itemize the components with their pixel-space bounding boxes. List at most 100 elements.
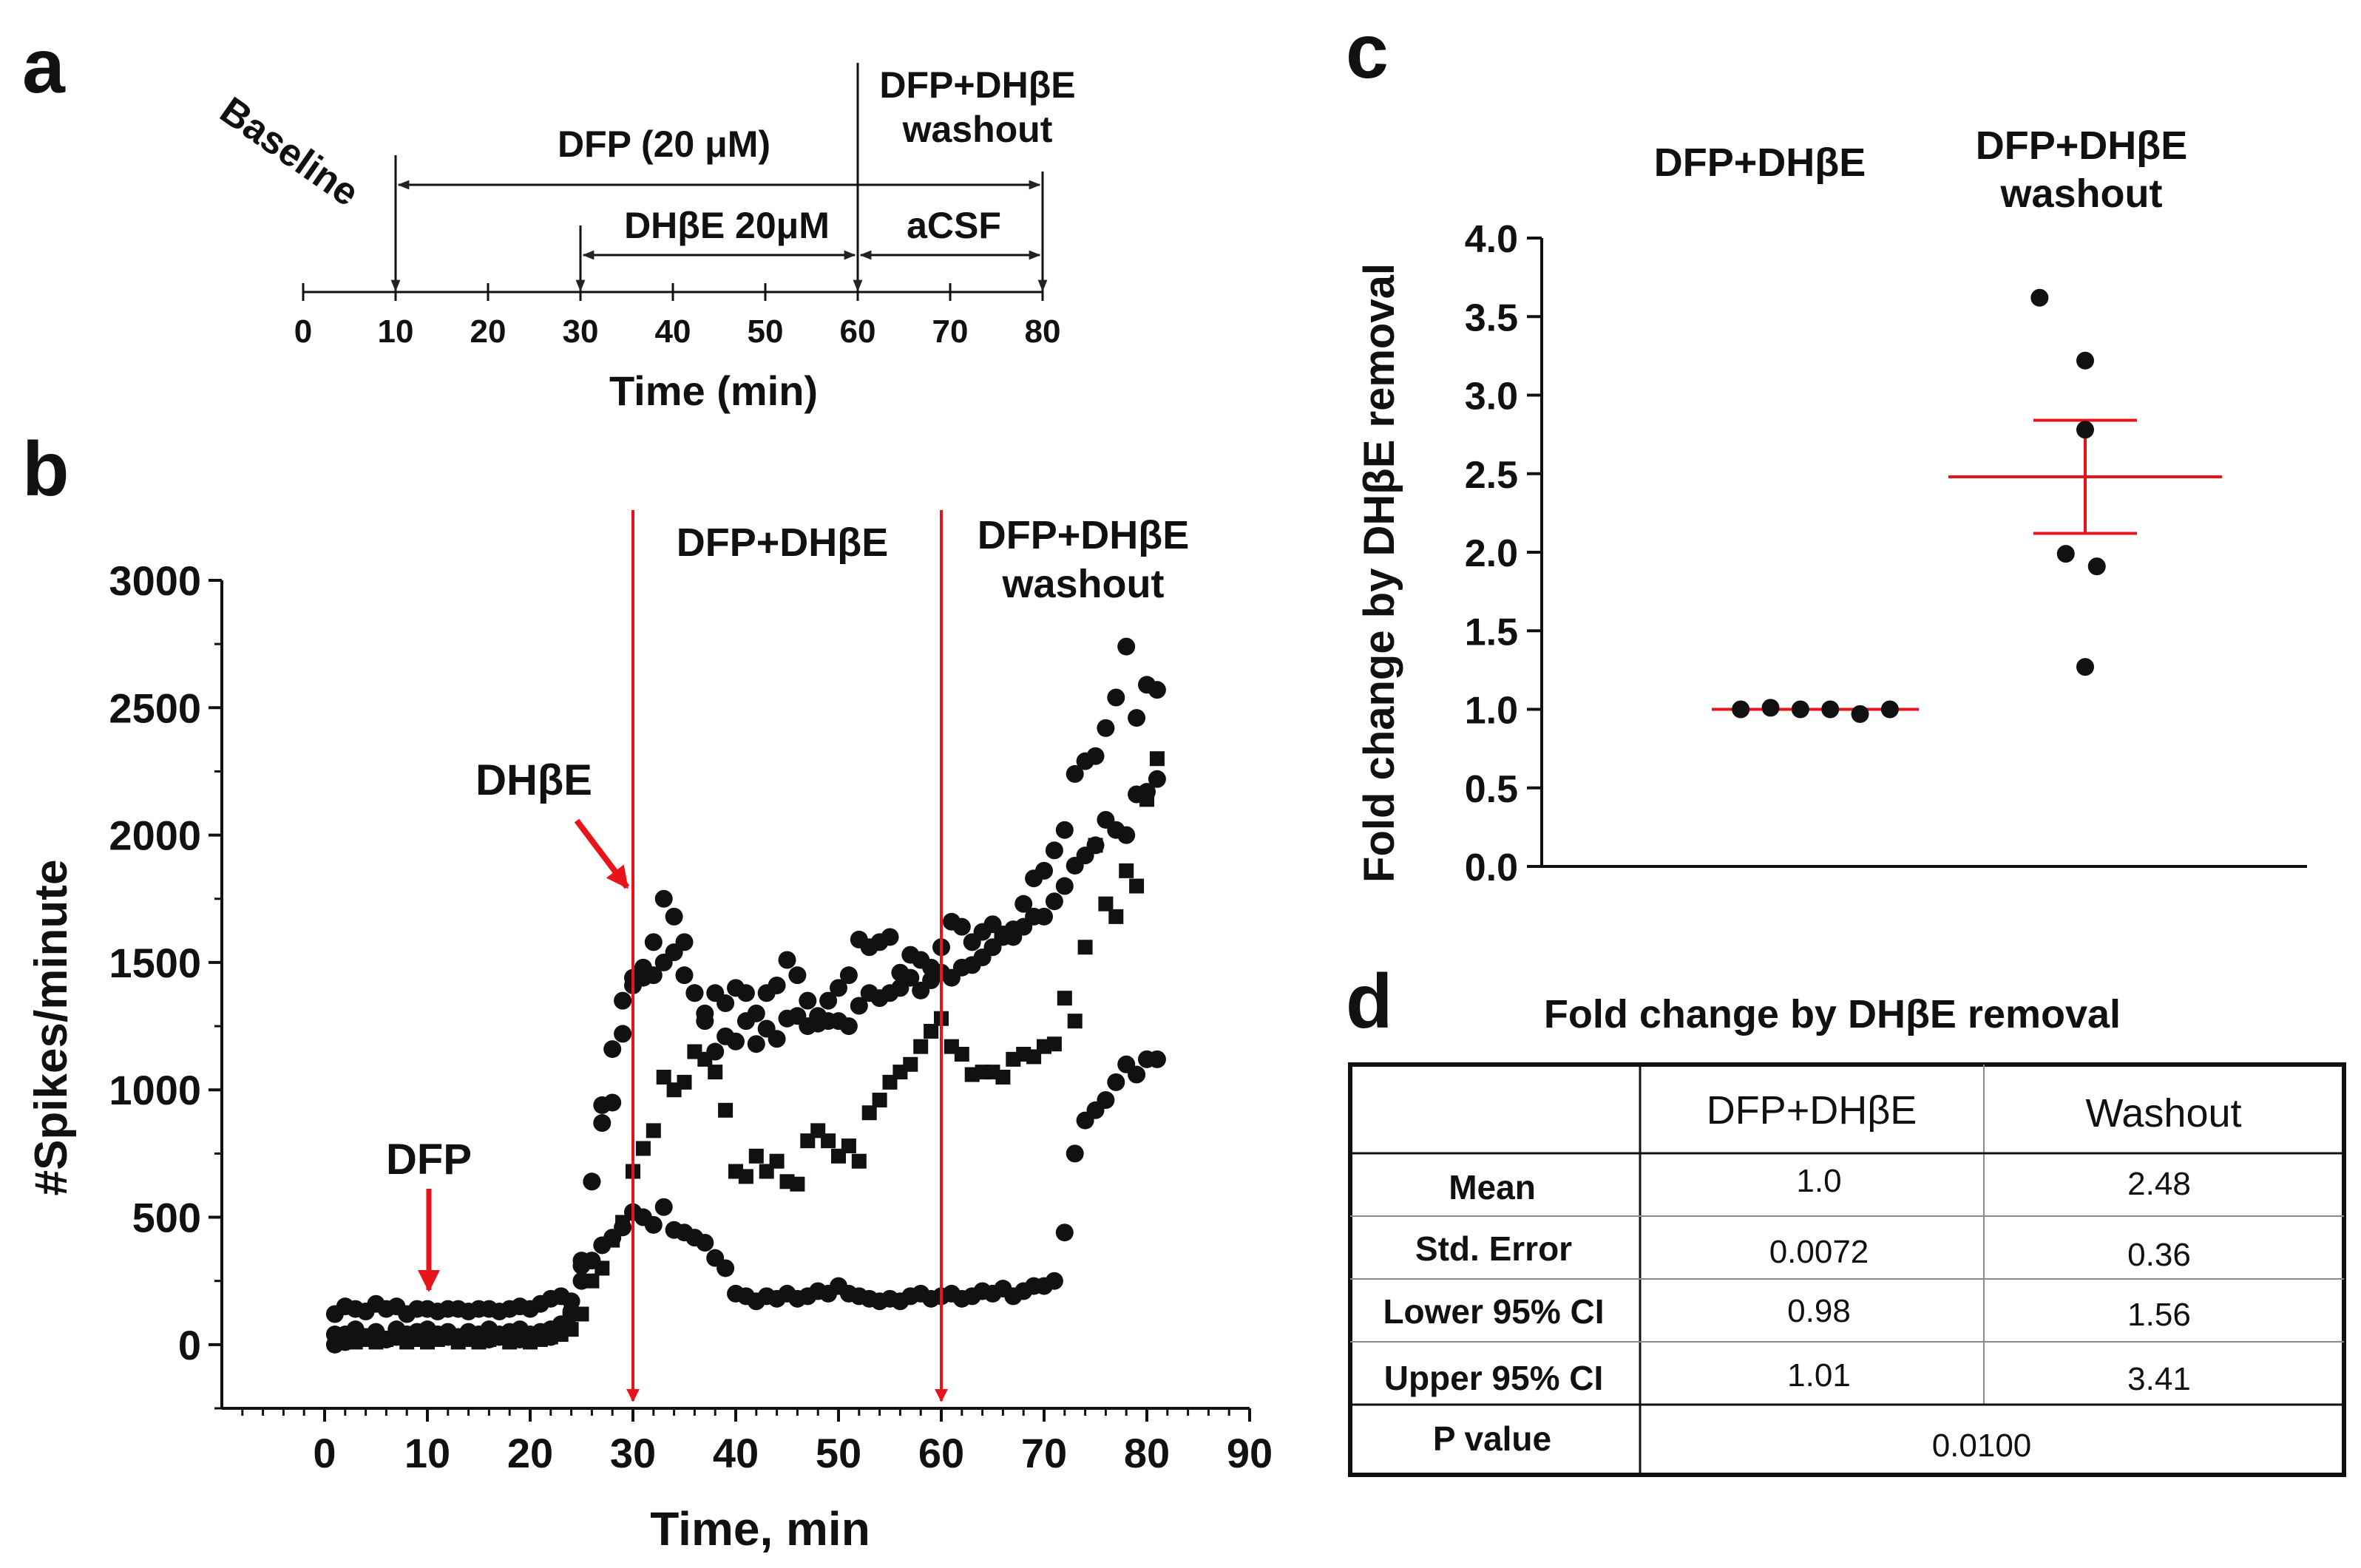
group-data-point: [1761, 699, 1780, 717]
data-point-square: [913, 1039, 929, 1054]
panel-b-x-tick-label: 60: [918, 1430, 964, 1476]
data-point-circle: [1148, 1050, 1166, 1068]
col-header-washout: Washout: [2085, 1091, 2241, 1136]
panel-c-y-tick-label: 3.5: [1465, 296, 1518, 339]
data-point-circle: [1045, 841, 1063, 860]
panel-a-timeline: a Baseline DFP (20 μM) DHβE 20μM aCSF DF…: [22, 24, 1076, 414]
timeline-tick-label: 70: [932, 313, 969, 350]
group2-label-line1: DFP+DHβE: [1976, 123, 2188, 168]
acsf-phase-label: aCSF: [907, 205, 1001, 246]
panel-a-xlabel: Time (min): [609, 367, 818, 414]
data-point-square: [646, 1123, 661, 1138]
data-point-square: [861, 1105, 877, 1121]
data-point-square: [718, 1102, 734, 1118]
data-point-circle: [614, 991, 632, 1010]
data-point-circle: [1097, 1091, 1115, 1110]
panel-a-axis: 0 10 20 30 40 50 60 70 80: [294, 63, 1061, 350]
data-point-circle: [1148, 770, 1166, 788]
timeline-tick-label: 20: [470, 313, 507, 350]
data-point-circle: [654, 889, 673, 908]
panel-d-letter: d: [1346, 959, 1393, 1045]
timeline-tick-label: 0: [294, 313, 312, 350]
panel-c-y-tick-label: 0.5: [1465, 768, 1518, 811]
row-label-lower-ci: Lower 95% CI: [1383, 1292, 1604, 1331]
table-title: Fold change by DHβE removal: [1544, 992, 2121, 1036]
data-point-circle: [736, 984, 755, 1002]
timeline-tick-label: 50: [748, 313, 784, 350]
data-point-square: [656, 1070, 671, 1085]
data-point-square: [738, 1169, 753, 1184]
data-point-square: [872, 1093, 887, 1108]
data-point-square: [1098, 896, 1114, 912]
data-point-circle: [1117, 637, 1136, 656]
data-point-circle: [614, 1025, 632, 1043]
cell-se-dfp: 0.0072: [1769, 1234, 1869, 1270]
data-point-square: [851, 1153, 867, 1169]
data-point-circle: [593, 1114, 612, 1133]
timeline-tick-label: 60: [840, 313, 876, 350]
panel-b-y-tick-label: 500: [132, 1195, 201, 1241]
data-point-circle: [644, 933, 663, 951]
data-point-circle: [603, 1093, 622, 1112]
data-point-square: [635, 1141, 651, 1156]
group-data-point: [2076, 351, 2094, 370]
timeline-tick-label: 30: [563, 313, 599, 350]
data-point-square: [697, 1051, 713, 1067]
data-point-circle: [1035, 861, 1053, 880]
data-point-circle: [1128, 709, 1146, 727]
baseline-label: Baseline: [212, 89, 366, 214]
panel-b-axes: 0 500 1000 1500 2000 2500 3000 0 10 20 30 40 50 60 70 8…: [109, 557, 1273, 1476]
group-data-point: [1851, 705, 1869, 723]
data-point-circle: [1128, 1065, 1146, 1084]
data-point-circle: [952, 917, 971, 936]
data-point-circle: [809, 1007, 827, 1025]
timeline-tick-label: 40: [655, 313, 691, 350]
data-point-circle: [850, 997, 868, 1015]
panel-b-y-tick-label: 3000: [109, 557, 201, 604]
data-point-circle: [1086, 747, 1105, 765]
data-point-square: [615, 1215, 631, 1230]
data-point-circle: [1055, 1223, 1074, 1242]
data-point-circle: [768, 976, 786, 994]
cell-mean-washout: 2.48: [2127, 1166, 2191, 1202]
panel-b-y-tick-label: 1500: [109, 940, 201, 986]
data-point-circle: [1148, 681, 1166, 699]
data-point-circle: [654, 1198, 673, 1216]
panel-b-x-tick-label: 40: [713, 1430, 759, 1476]
panel-b-ylabel: #Spikes/minute: [26, 860, 77, 1196]
data-point-square: [954, 1046, 969, 1062]
data-point-square: [1046, 1036, 1062, 1052]
data-point-circle: [1045, 1272, 1063, 1290]
data-point-square: [708, 1065, 723, 1080]
group2-label-line2: washout: [1999, 172, 2162, 216]
data-point-circle: [696, 1012, 714, 1031]
panel-c-y-tick-label: 1.5: [1465, 611, 1518, 654]
data-point-square: [1149, 751, 1165, 767]
data-point-square: [1067, 1014, 1083, 1029]
row-label-std-error: Std. Error: [1415, 1229, 1572, 1268]
panel-b-chart: b 0 500 1000 1500 2000 2500 3000 0 10 20 30 40 50 60 7…: [22, 427, 1273, 1555]
data-point-circle: [922, 958, 941, 977]
data-point-circle: [634, 968, 652, 987]
panel-c-axes: 0.0 0.5 1.0 1.5 2.0 2.5 3.0 3.5 4.0: [1465, 218, 2307, 889]
group-data-point: [2087, 557, 2106, 576]
row-label-mean: Mean: [1449, 1168, 1536, 1206]
annotation-dhbe-label: DHβE: [475, 756, 592, 804]
data-point-circle: [696, 1234, 714, 1252]
data-point-circle: [1107, 688, 1125, 707]
group-data-point: [2076, 658, 2094, 676]
data-point-circle: [1117, 826, 1136, 844]
data-point-square: [821, 1133, 836, 1149]
data-point-circle: [644, 1215, 663, 1234]
data-point-circle: [1066, 764, 1084, 783]
data-point-circle: [983, 915, 1002, 934]
panel-b-x-tick-label: 10: [404, 1430, 450, 1476]
group-data-point: [2076, 421, 2094, 439]
timeline-tick-label: 80: [1025, 313, 1061, 350]
data-point-circle: [799, 991, 817, 1010]
data-point-circle: [675, 933, 694, 951]
data-point-circle: [1066, 1144, 1084, 1163]
panel-b-y-tick-label: 2500: [109, 685, 201, 731]
col-header-dfp-dhbe: DFP+DHβE: [1707, 1088, 1917, 1133]
cell-se-washout: 0.36: [2127, 1237, 2191, 1273]
